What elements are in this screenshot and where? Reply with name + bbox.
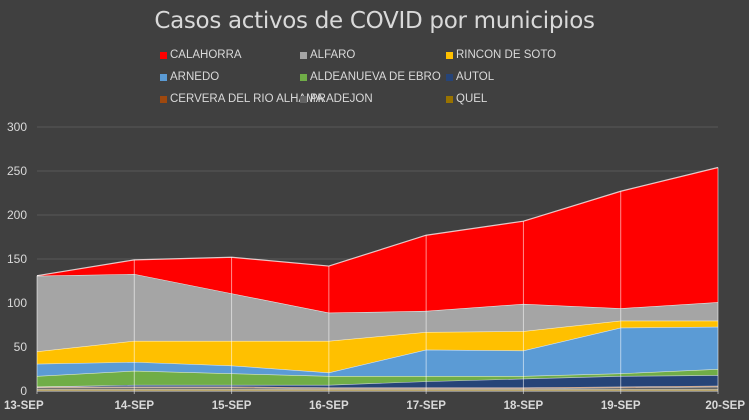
legend-label: CALAHORRA [170,49,242,61]
legend-swatch [300,95,307,103]
legend-swatch [160,73,167,81]
legend-item: PRADEJON [300,93,373,105]
legend-label: PRADEJON [310,93,373,105]
x-tick-label: 13-SEP [4,400,44,412]
y-tick-label: 0 [20,384,27,398]
legend-item: CALAHORRA [160,49,242,61]
legend-label: ALDEANUEVA DE EBRO [310,71,441,83]
x-tick-label: 20-SEP [705,400,745,412]
legend-item: ARNEDO [160,71,219,83]
x-tick-label: 18-SEP [504,400,544,412]
legend-item: ALDEANUEVA DE EBRO [300,71,441,83]
y-tick-label: 150 [7,252,27,266]
legend-item: CERVERA DEL RIO ALHAMA [160,93,323,105]
legend-label: ARNEDO [170,71,220,83]
legend-swatch [300,51,307,59]
legend-swatch [446,95,453,103]
x-tick-label: 19-SEP [601,400,641,412]
legend-swatch [160,95,167,103]
area-aldeanueva-de-ebro [37,369,718,387]
legend-label: AUTOL [456,71,495,83]
x-tick-label: 17-SEP [406,400,446,412]
legend-label: QUEL [456,93,488,105]
y-tick-label: 50 [14,340,28,354]
chart-title: Casos activos de COVID por municipios [154,8,595,34]
area-edge-calahorra [36,166,719,277]
legend-label: ALFARO [310,49,356,61]
legend-item: ALFARO [300,49,355,61]
y-tick-label: 200 [7,208,27,222]
legend-item: QUEL [446,93,487,105]
legend-swatch [446,73,453,81]
legend-swatch [160,51,167,59]
legend-label: CERVERA DEL RIO ALHAMA [170,93,324,105]
legend-swatch [300,73,307,81]
y-tick-label: 300 [7,120,27,134]
area-calahorra [37,167,718,313]
area-alfaro [37,273,718,352]
legend-item: AUTOL [446,71,494,83]
y-tick-label: 100 [7,296,27,310]
x-tick-label: 14-SEP [114,400,154,412]
legend-swatch [446,51,453,59]
legend-label: RINCON DE SOTO [456,49,557,61]
x-tick-label: 16-SEP [309,400,349,412]
area-rincon-de-soto [37,320,718,373]
x-tick-label: 15-SEP [212,400,252,412]
legend-item: RINCON DE SOTO [446,49,556,61]
area-arnedo [37,326,718,377]
y-tick-label: 250 [7,164,27,178]
